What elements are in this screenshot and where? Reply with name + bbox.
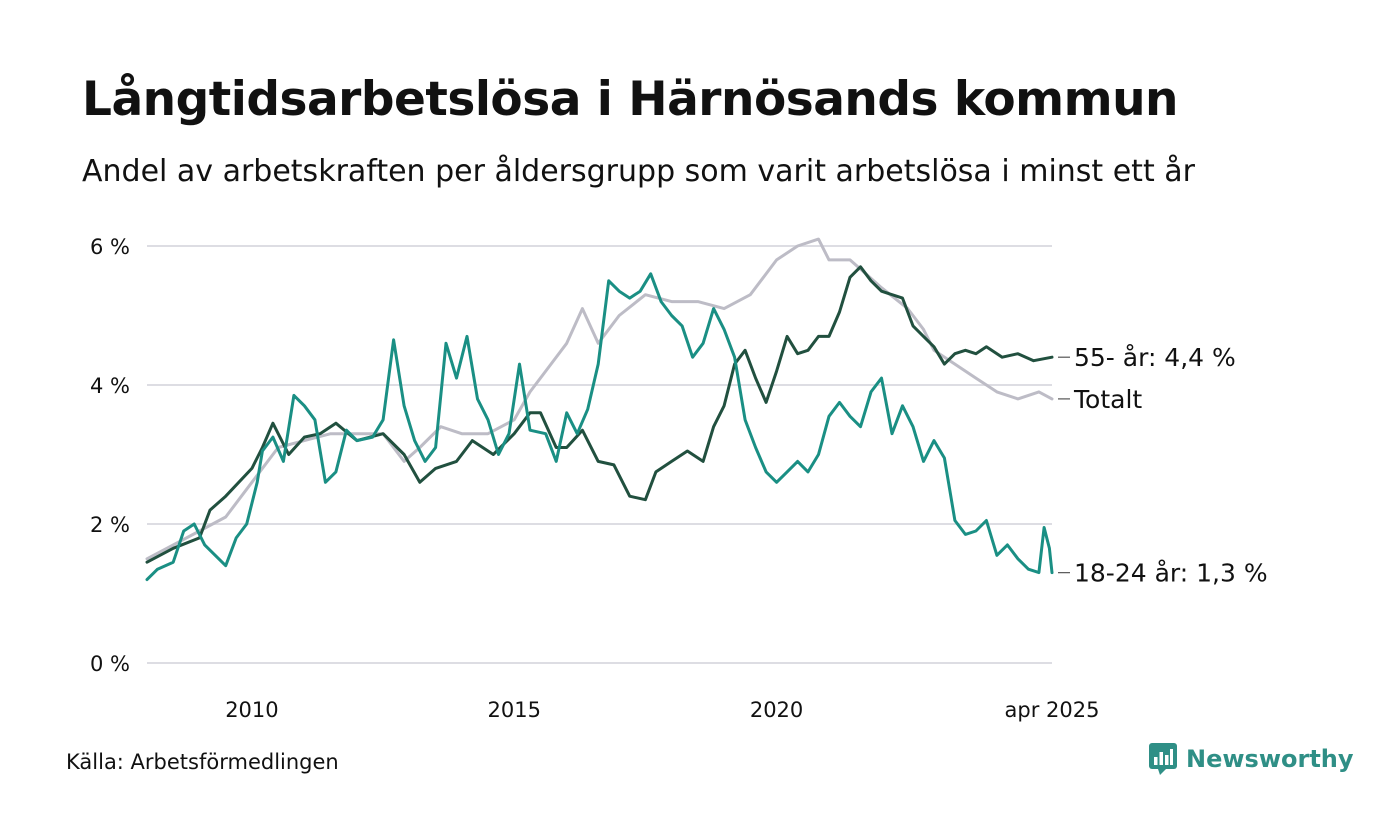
x-tick-label: 2010 — [225, 698, 278, 722]
chart-subtitle: Andel av arbetskraften per åldersgrupp s… — [82, 154, 1195, 189]
x-tick-label: 2020 — [750, 698, 803, 722]
grid-lines — [147, 245, 1052, 664]
x-tick-label: apr 2025 — [1005, 698, 1100, 722]
series-end-label-totalt: Totalt — [1073, 385, 1142, 414]
bar-chart-logo-icon — [1149, 743, 1177, 775]
y-axis-tick-labels: 0 % 2 % 4 % 6 % — [90, 235, 130, 676]
y-tick-label: 0 % — [90, 652, 130, 676]
series-end-label-55: 55- år: 4,4 % — [1074, 343, 1236, 372]
source-note: Källa: Arbetsförmedlingen — [66, 750, 339, 774]
y-tick-label: 6 % — [90, 235, 130, 259]
series-end-label-1824: 18-24 år: 1,3 % — [1074, 559, 1268, 588]
end-labels: 55- år: 4,4 % Totalt 18-24 år: 1,3 % — [1058, 343, 1268, 588]
series-line-55 — [145, 265, 1054, 564]
series-line-1824 — [145, 272, 1054, 582]
x-axis-tick-labels: 2010 2015 2020 apr 2025 — [225, 698, 1099, 722]
y-tick-label: 2 % — [90, 513, 130, 537]
y-tick-label: 4 % — [90, 374, 130, 398]
brand-logo: Newsworthy — [1148, 742, 1354, 776]
chart-title: Långtidsarbetslösa i Härnösands kommun — [82, 72, 1179, 127]
series-lines — [145, 237, 1054, 582]
x-tick-label: 2015 — [488, 698, 541, 722]
brand-name: Newsworthy — [1186, 745, 1354, 773]
series-line-totalt — [145, 237, 1054, 561]
